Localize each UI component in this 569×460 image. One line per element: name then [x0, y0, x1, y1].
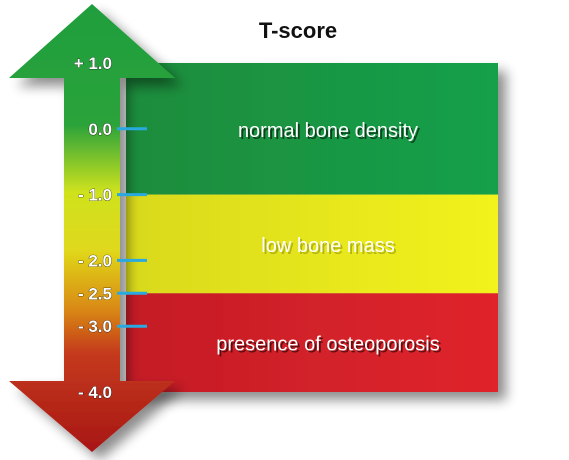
band-3 [126, 293, 498, 392]
arrow-body [9, 4, 175, 452]
tick-label: - 1.0 [78, 186, 112, 205]
tick-label: + 1.0 [74, 54, 112, 73]
tick-label: 0.0 [88, 120, 112, 139]
band-label: presence of osteoporosis [216, 334, 439, 356]
band-2 [126, 194, 498, 294]
category-bands [126, 63, 498, 392]
band-label: low bone mass [261, 235, 394, 257]
tick-label: - 3.0 [78, 317, 112, 336]
band-label-shadow: low bone mass [263, 237, 396, 259]
band-1 [126, 63, 498, 195]
t-score-arrow [9, 4, 175, 452]
diagram-title: T-score [259, 18, 337, 43]
tick-label: - 2.0 [78, 251, 112, 270]
tick-label: - 2.5 [78, 284, 112, 303]
band-label-shadow: presence of osteoporosis [218, 336, 441, 358]
band-label-shadow: normal bone density [240, 122, 420, 144]
band-label: normal bone density [238, 120, 418, 142]
tick-marks: + 1.0 0.0 - 1.0 - 2.0 - 2.5 - 3.0 - 4.0 [73, 54, 147, 402]
tick-label: - 4.0 [78, 383, 112, 402]
